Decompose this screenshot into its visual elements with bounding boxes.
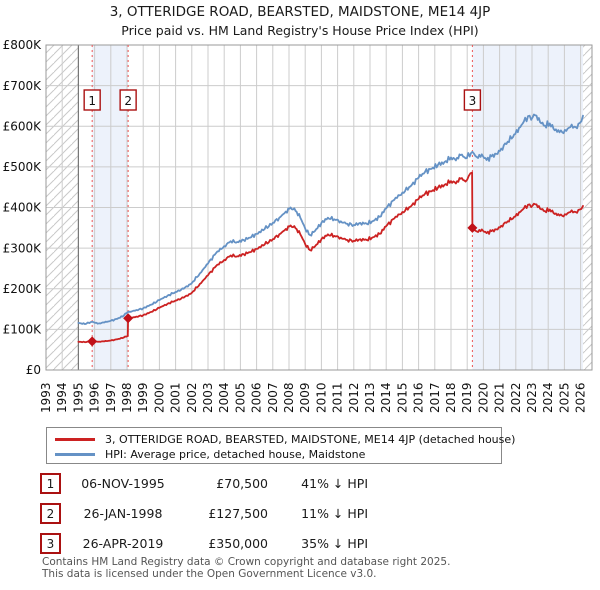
x-axis-tick-label: 2022 xyxy=(509,382,523,413)
sale-event-number: 1 xyxy=(88,94,96,108)
x-axis-tick-label: 2003 xyxy=(201,382,215,413)
y-axis-tick-label: £100K xyxy=(3,323,43,337)
sale-point-marker xyxy=(123,313,134,324)
transaction-row: 1 06-NOV-1995 £70,500 41% ↓ HPI xyxy=(40,473,580,494)
footer-line-1: Contains HM Land Registry data © Crown c… xyxy=(42,556,451,568)
x-axis-tick-label: 2009 xyxy=(298,382,312,413)
y-axis-tick-label: £0 xyxy=(26,363,41,377)
transaction-hpi-delta: 35% ↓ HPI xyxy=(301,536,368,551)
x-axis-tick-label: 2002 xyxy=(185,382,199,413)
x-axis-tick-label: 2010 xyxy=(314,382,328,413)
x-axis-tick-label: 2021 xyxy=(493,382,507,413)
legend-item-property: 3, OTTERIDGE ROAD, BEARSTED, MAIDSTONE, … xyxy=(55,432,515,447)
legend-line-blue xyxy=(55,453,95,456)
x-axis-tick-label: 2013 xyxy=(363,382,377,413)
x-axis-tick-label: 1999 xyxy=(136,382,150,413)
hpi-line xyxy=(77,113,584,325)
y-axis-tick-label: £600K xyxy=(3,119,43,133)
x-axis-tick-label: 2019 xyxy=(460,382,474,413)
x-axis-tick-label: 2016 xyxy=(412,382,426,413)
page-title: 3, OTTERIDGE ROAD, BEARSTED, MAIDSTONE, … xyxy=(109,4,491,20)
transaction-row: 2 26-JAN-1998 £127,500 11% ↓ HPI xyxy=(40,503,580,524)
sale-event-number: 2 xyxy=(124,94,132,108)
transaction-number-badge: 2 xyxy=(40,503,61,524)
y-axis-tick-label: £400K xyxy=(3,201,43,215)
x-axis-tick-label: 2017 xyxy=(428,382,442,413)
x-axis-tick-label: 2006 xyxy=(250,382,264,413)
plot-frame xyxy=(45,44,593,371)
x-axis-tick-label: 2001 xyxy=(169,382,183,413)
x-axis-tick-label: 2008 xyxy=(282,382,296,413)
x-axis-tick-label: 1997 xyxy=(104,382,118,413)
page-subtitle: Price paid vs. HM Land Registry's House … xyxy=(121,23,479,38)
sale-event-number-box xyxy=(119,89,137,111)
x-axis-tick-label: 1995 xyxy=(71,382,85,413)
price-history-chart: £0 £100K £200K £300K £400K £500K £600K £700K £80… xyxy=(3,38,593,413)
x-axis-tick-label: 2025 xyxy=(557,382,571,413)
legend-label-hpi: HPI: Average price, detached house, Maid… xyxy=(105,448,366,461)
x-axis-tick-label: 1996 xyxy=(88,382,102,413)
transaction-hpi-delta: 41% ↓ HPI xyxy=(301,476,368,491)
transaction-number-badge: 1 xyxy=(40,473,61,494)
sale-event-number-box xyxy=(463,89,482,111)
x-axis-tick-label: 2024 xyxy=(541,382,555,413)
sale-point-marker xyxy=(87,336,98,347)
x-axis-tick-label: 2005 xyxy=(233,382,247,413)
transaction-price: £350,000 xyxy=(208,536,268,551)
x-axis-tick-label: 2020 xyxy=(476,382,490,413)
y-axis-tick-label: £800K xyxy=(3,38,43,52)
property-price-line xyxy=(77,171,584,344)
y-axis-tick-label: £700K xyxy=(3,79,43,93)
y-axis-tick-label: £300K xyxy=(3,241,43,255)
sale-event-number: 3 xyxy=(469,94,477,108)
x-axis-tick-label: 1994 xyxy=(55,382,69,413)
legend-line-red xyxy=(55,438,95,441)
chart-legend: 3, OTTERIDGE ROAD, BEARSTED, MAIDSTONE, … xyxy=(46,427,515,464)
transaction-row: 3 26-APR-2019 £350,000 35% ↓ HPI xyxy=(40,533,580,554)
x-axis-tick-label: 1998 xyxy=(120,382,134,413)
x-axis-tick-label: 2012 xyxy=(347,382,361,413)
x-axis-tick-label: 2026 xyxy=(574,382,588,413)
sale-event-number-box xyxy=(83,89,101,111)
transaction-date: 26-JAN-1998 xyxy=(83,506,163,521)
legend-label-property: 3, OTTERIDGE ROAD, BEARSTED, MAIDSTONE, … xyxy=(105,433,516,446)
x-axis-tick-label: 2000 xyxy=(152,382,166,413)
x-axis-tick-label: 2014 xyxy=(379,382,393,413)
x-axis-tick-label: 2004 xyxy=(217,382,231,413)
transaction-number-badge: 3 xyxy=(40,533,61,554)
x-axis-tick-label: 2015 xyxy=(395,382,409,413)
y-axis-tick-label: £500K xyxy=(3,160,43,174)
transaction-price: £127,500 xyxy=(208,506,268,521)
transaction-hpi-delta: 11% ↓ HPI xyxy=(301,506,368,521)
license-footer: Contains HM Land Registry data © Crown c… xyxy=(42,556,450,580)
transaction-date: 06-NOV-1995 xyxy=(81,476,165,491)
transaction-date: 26-APR-2019 xyxy=(82,536,164,551)
sale-point-marker xyxy=(467,222,478,233)
x-axis-tick-label: 2023 xyxy=(525,382,539,413)
legend-item-hpi: HPI: Average price, detached house, Maid… xyxy=(55,447,501,462)
x-axis-tick-label: 2011 xyxy=(331,382,345,413)
transaction-price: £70,500 xyxy=(216,476,268,491)
x-axis-tick-label: 2007 xyxy=(266,382,280,413)
x-axis-tick-label: 2018 xyxy=(444,382,458,413)
footer-line-2: This data is licensed under the Open Gov… xyxy=(42,568,377,580)
x-axis-tick-label: 1993 xyxy=(39,382,53,413)
y-axis-tick-label: £200K xyxy=(3,282,43,296)
